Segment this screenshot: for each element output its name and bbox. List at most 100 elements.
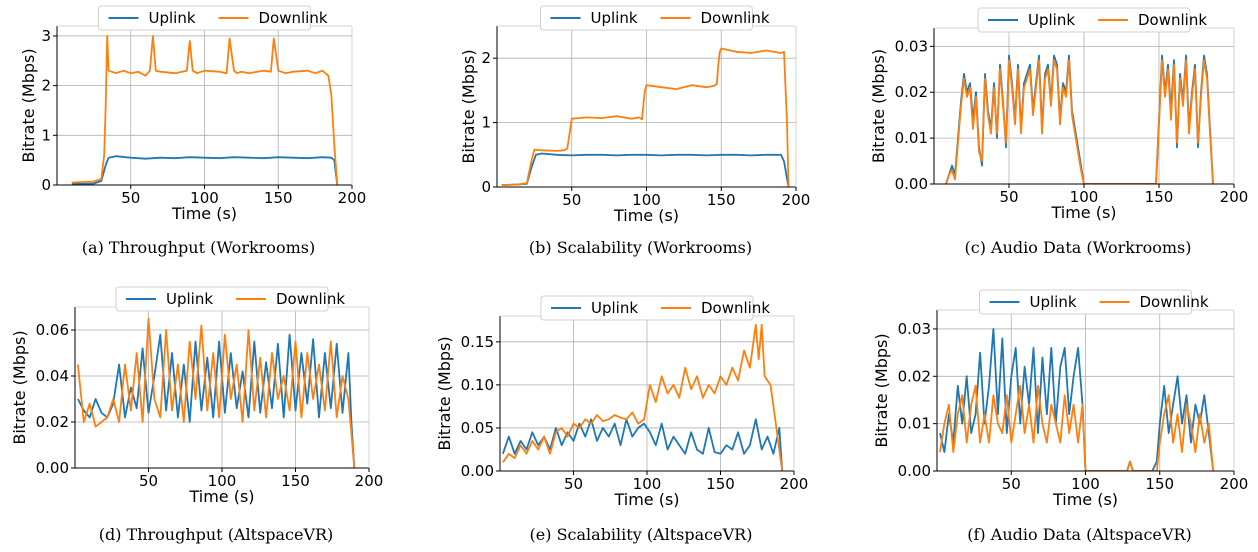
y-axis-label: Bitrate (Mbps) bbox=[459, 49, 478, 163]
chart-f: 50 100 150 200 0.00 0.01 0.02 0.03 Time (s) Bitra… bbox=[872, 289, 1249, 544]
y-tick-label: 0 bbox=[481, 178, 491, 196]
x-tick-label: 150 bbox=[264, 189, 293, 207]
x-tick-label: 200 bbox=[1220, 475, 1249, 493]
y-tick-label: 0.01 bbox=[895, 129, 928, 147]
series-line-downlink bbox=[939, 384, 1215, 471]
series-line-uplink bbox=[939, 327, 1215, 471]
legend-box bbox=[979, 289, 1192, 315]
legend-label-uplink: Uplink bbox=[591, 299, 638, 317]
legend-label-uplink: Uplink bbox=[591, 9, 638, 27]
series-line-uplink bbox=[502, 418, 784, 471]
chart-caption: (a) Throughput (Workrooms) bbox=[82, 238, 315, 257]
legend-label-uplink: Uplink bbox=[1030, 293, 1077, 311]
legend-label-uplink: Uplink bbox=[166, 290, 213, 308]
x-tick-label: 50 bbox=[999, 188, 1018, 206]
legend: Uplink Downlink bbox=[977, 7, 1207, 33]
x-tick-label: 200 bbox=[355, 472, 384, 490]
legend: Uplink Downlink bbox=[540, 295, 770, 321]
x-tick-label: 150 bbox=[281, 472, 310, 490]
legend-box bbox=[98, 5, 311, 31]
y-tick-label: 0.00 bbox=[461, 462, 494, 480]
chart-c: 50 100 150 200 0.00 0.01 0.02 0.03 Time (s) Bitra… bbox=[869, 7, 1249, 257]
series-line-downlink bbox=[502, 323, 784, 471]
series-line-downlink bbox=[945, 59, 1214, 184]
x-tick-label: 150 bbox=[1145, 188, 1174, 206]
y-tick-label: 0.05 bbox=[461, 419, 494, 437]
x-tick-label: 100 bbox=[633, 475, 662, 493]
y-axis-label: Bitrate (Mbps) bbox=[10, 330, 29, 444]
x-tick-label: 200 bbox=[1220, 188, 1249, 206]
chart-caption: (d) Throughput (AltspaceVR) bbox=[99, 525, 334, 544]
x-tick-label: 100 bbox=[208, 472, 237, 490]
y-tick-label: 0.00 bbox=[898, 462, 931, 480]
y-axis-label: Bitrate (Mbps) bbox=[435, 336, 454, 450]
legend-box bbox=[115, 286, 329, 312]
y-tick-label: 2 bbox=[41, 77, 51, 95]
y-tick-label: 0.00 bbox=[895, 175, 928, 193]
x-axis-label: Time (s) bbox=[613, 206, 679, 225]
y-tick-label: 0.06 bbox=[36, 321, 69, 339]
y-tick-label: 0.15 bbox=[461, 333, 494, 351]
y-tick-label: 0.02 bbox=[898, 367, 931, 385]
x-tick-label: 50 bbox=[1002, 475, 1021, 493]
y-tick-label: 1 bbox=[481, 114, 491, 132]
x-axis-label: Time (s) bbox=[188, 487, 254, 506]
legend-label-downlink: Downlink bbox=[276, 290, 345, 308]
y-tick-label: 0.02 bbox=[36, 413, 69, 431]
legend-box bbox=[540, 295, 754, 321]
x-tick-label: 100 bbox=[190, 189, 219, 207]
y-tick-label: 0.04 bbox=[36, 367, 69, 385]
series-line-uplink bbox=[501, 152, 790, 187]
x-tick-label: 200 bbox=[780, 475, 809, 493]
x-axis-label: Time (s) bbox=[1050, 203, 1116, 222]
chart-caption: (f) Audio Data (AltspaceVR) bbox=[967, 525, 1191, 544]
x-tick-label: 50 bbox=[121, 189, 140, 207]
x-tick-label: 200 bbox=[782, 191, 811, 209]
legend-box bbox=[977, 7, 1191, 33]
x-axis-label: Time (s) bbox=[613, 490, 679, 509]
x-tick-label: 150 bbox=[707, 191, 736, 209]
y-tick-label: 0.10 bbox=[461, 376, 494, 394]
chart-b: 50 100 150 200 0 1 2 Time (s) Bitrate (Mbps) Upli… bbox=[459, 5, 811, 257]
x-tick-label: 100 bbox=[1070, 188, 1099, 206]
legend-label-downlink: Downlink bbox=[1138, 11, 1207, 29]
x-axis-label: Time (s) bbox=[171, 204, 237, 223]
x-tick-label: 50 bbox=[139, 472, 158, 490]
x-tick-label: 50 bbox=[564, 475, 583, 493]
series-line-downlink bbox=[71, 35, 339, 185]
series-line-uplink bbox=[77, 333, 356, 468]
series-line-downlink bbox=[501, 47, 790, 187]
legend-label-downlink: Downlink bbox=[259, 9, 328, 27]
legend-label-uplink: Uplink bbox=[149, 9, 196, 27]
y-axis-label: Bitrate (Mbps) bbox=[19, 48, 38, 162]
chart-caption: (e) Scalability (AltspaceVR) bbox=[530, 525, 753, 544]
y-tick-label: 0.03 bbox=[898, 320, 931, 338]
x-tick-label: 150 bbox=[1145, 475, 1174, 493]
x-tick-label: 200 bbox=[338, 189, 367, 207]
y-tick-label: 0.02 bbox=[895, 83, 928, 101]
chart-a: 50 100 150 200 0 1 2 3 Time (s) Bitrate (Mbps) Upl… bbox=[19, 5, 367, 257]
legend: Uplink Downlink bbox=[540, 5, 770, 31]
chart-e: 50 100 150 200 0.00 0.05 0.10 0.15 Time (s) Bitra… bbox=[435, 295, 809, 544]
legend-label-downlink: Downlink bbox=[1140, 293, 1209, 311]
series-line-downlink bbox=[77, 317, 356, 468]
y-tick-label: 0.00 bbox=[36, 459, 69, 477]
y-axis-label: Bitrate (Mbps) bbox=[869, 49, 888, 163]
y-tick-label: 0.03 bbox=[895, 37, 928, 55]
y-tick-label: 2 bbox=[481, 49, 491, 67]
legend-box bbox=[540, 5, 753, 31]
legend-label-downlink: Downlink bbox=[701, 299, 770, 317]
chart-caption: (b) Scalability (Workrooms) bbox=[529, 238, 752, 257]
x-tick-label: 50 bbox=[562, 191, 581, 209]
y-tick-label: 0 bbox=[41, 176, 51, 194]
x-tick-label: 100 bbox=[1071, 475, 1100, 493]
legend: Uplink Downlink bbox=[979, 289, 1209, 315]
legend-label-uplink: Uplink bbox=[1028, 11, 1075, 29]
x-axis-label: Time (s) bbox=[1052, 490, 1118, 509]
y-tick-label: 0.01 bbox=[898, 415, 931, 433]
x-tick-label: 150 bbox=[706, 475, 735, 493]
series-line-uplink bbox=[71, 155, 339, 185]
legend: Uplink Downlink bbox=[115, 286, 345, 312]
x-tick-label: 100 bbox=[632, 191, 661, 209]
